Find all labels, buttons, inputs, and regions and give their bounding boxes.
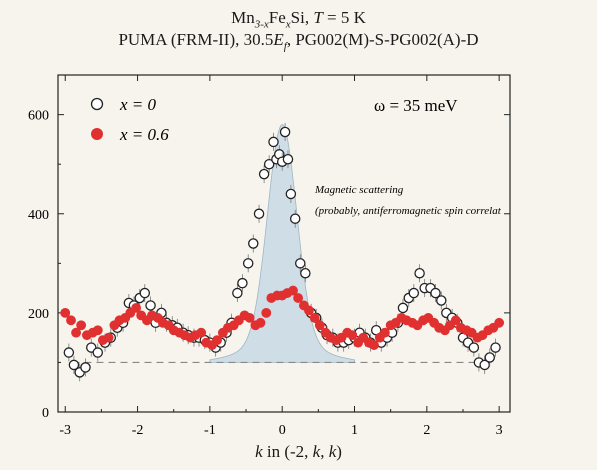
x-tick-label: 1 — [351, 423, 358, 438]
x06-point — [369, 340, 379, 350]
x06-point — [103, 332, 114, 343]
x06-point — [314, 320, 325, 331]
x06-point — [293, 293, 304, 303]
chart-title-line-1: Mn3-xFexSi, T = 5 K — [231, 8, 366, 31]
x0-point — [268, 136, 279, 148]
legend: x = 0 x = 0.6 — [90, 95, 169, 144]
axis-ticks: -3 -2 -1 0 1 2 3 0 200 400 600 — [28, 75, 510, 438]
chart-title-line-2: PUMA (FRM-II), 30.5Ef, PG002(M)-S-PG002(… — [118, 30, 479, 53]
x06-point — [71, 327, 81, 338]
annotation-magnetic-scattering: Magnetic scattering — [314, 184, 404, 196]
x0-point — [232, 287, 243, 299]
y-tick-label: 0 — [42, 406, 49, 421]
x0-point — [479, 359, 490, 371]
x06-point — [66, 315, 76, 326]
x06-point — [347, 330, 358, 341]
x06-point — [379, 327, 390, 338]
x0-point — [139, 287, 151, 299]
x06-point — [261, 307, 272, 318]
x06-point — [92, 325, 103, 336]
x06-point — [450, 315, 461, 326]
x06-point — [212, 335, 223, 346]
annotation-spin-correlation: (probably, antiferromagnetic spin correl… — [315, 205, 502, 217]
x0-point — [237, 277, 248, 289]
x0-point — [430, 287, 441, 299]
x06-point — [309, 312, 320, 323]
x0-point — [397, 302, 409, 314]
plot-frame — [57, 74, 511, 413]
x06-point — [196, 327, 207, 338]
y-tick-label: 600 — [28, 109, 49, 124]
x06-point — [494, 317, 505, 328]
x0-point — [436, 295, 447, 306]
x-tick-label: 0 — [279, 423, 286, 438]
x06-point — [288, 285, 298, 296]
x0-point — [408, 287, 420, 299]
x0-point — [289, 213, 301, 224]
x0-point — [414, 267, 425, 279]
x06-point — [60, 307, 71, 318]
x06-point — [131, 303, 142, 313]
x-tick-label: -2 — [132, 423, 144, 438]
legend-label-x06: x = 0.6 — [119, 125, 169, 144]
x0-point — [248, 238, 259, 249]
x-tick-label: 2 — [423, 423, 430, 438]
x06-point — [304, 305, 314, 316]
magnetic-peak-area — [209, 124, 355, 363]
x-tick-label: 3 — [496, 423, 503, 438]
x0-point — [258, 168, 270, 180]
x0-point — [92, 347, 104, 358]
x0-point — [279, 126, 291, 138]
omega-annotation: ω = 35 meV — [374, 96, 458, 115]
x06-point — [255, 317, 266, 328]
x0-point — [145, 300, 156, 311]
x0-point — [242, 258, 254, 269]
x0-point — [295, 258, 306, 269]
x0-point — [80, 362, 91, 373]
x06-point — [76, 320, 87, 331]
x-tick-label: -3 — [59, 423, 71, 438]
x0-point — [68, 359, 80, 371]
y-tick-label: 200 — [28, 307, 49, 322]
x0-point — [484, 352, 496, 363]
magnetic-peak-shading — [209, 124, 355, 363]
y-tick-label: 400 — [28, 208, 49, 223]
x0-point — [253, 208, 265, 220]
x0-point — [282, 153, 294, 165]
x06-point — [244, 312, 255, 323]
series-x06-markers — [60, 285, 505, 350]
x0-point — [263, 158, 275, 170]
x0-point — [468, 342, 480, 353]
x0-point — [285, 188, 297, 200]
x0-point — [300, 267, 311, 279]
legend-open-marker — [90, 97, 104, 111]
legend-label-x0: x = 0 — [119, 95, 157, 114]
x0-point — [490, 342, 501, 353]
legend-filled-marker — [91, 128, 103, 140]
x0-point — [63, 347, 75, 358]
x-axis-label: k in (-2, k, k) — [255, 442, 342, 461]
x-tick-label: -1 — [204, 423, 216, 438]
